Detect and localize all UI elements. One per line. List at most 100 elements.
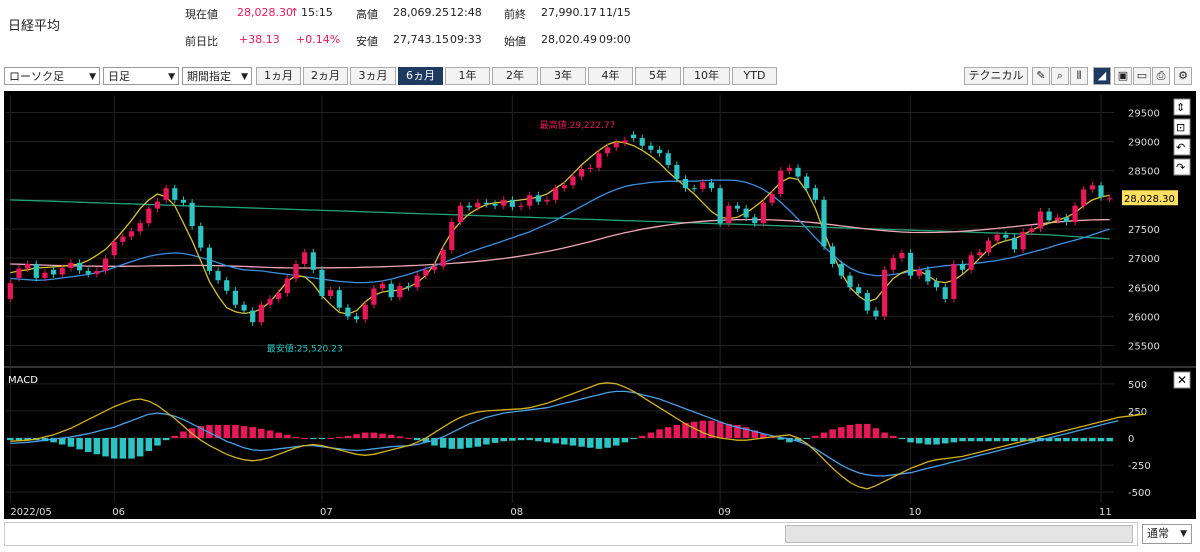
panel-button-glyph: ↷	[1176, 161, 1185, 174]
print-icon[interactable]: ⎙	[1152, 67, 1170, 85]
histogram-bar	[794, 438, 802, 442]
histogram-bar	[595, 438, 603, 449]
candle-body	[128, 231, 135, 237]
interval-select[interactable]: 日足 ▼	[103, 67, 179, 85]
candle-body	[830, 246, 836, 264]
histogram-bar	[647, 432, 655, 438]
bar-chart-icon[interactable]: ⫴	[1070, 67, 1088, 85]
technical-button[interactable]: テクニカル	[964, 67, 1028, 85]
histogram-bar	[197, 426, 205, 438]
zoom-icon[interactable]: ⌕	[1051, 67, 1069, 85]
range-scrollbar[interactable]	[4, 522, 1138, 546]
histogram-bar	[829, 429, 836, 438]
chart-type-select[interactable]: ローソク足 ▼	[4, 67, 100, 85]
period-select[interactable]: 期間指定 ▼	[182, 67, 252, 85]
histogram-bar	[1089, 438, 1096, 442]
range-button-1[interactable]: 2ヵ月	[303, 67, 348, 85]
range-button-3[interactable]: 6ヵ月	[398, 67, 443, 85]
price-tick-label: 25500	[1128, 342, 1160, 353]
mode-select[interactable]: 通常 ▼	[1142, 524, 1192, 544]
pen-icon[interactable]: ✎	[1032, 67, 1050, 85]
area-chart-icon[interactable]: ◢	[1093, 67, 1111, 85]
candle-body	[570, 176, 576, 186]
low-label: 安値	[356, 35, 378, 48]
folder-icon[interactable]: ▭	[1133, 67, 1151, 85]
histogram-bar	[448, 438, 456, 449]
range-button-6[interactable]: 3年	[540, 67, 586, 85]
low-time: 09:33	[450, 33, 482, 46]
undo-icon[interactable]: ↶	[1173, 138, 1191, 156]
open-label: 始値	[504, 35, 526, 48]
histogram-bar	[543, 438, 551, 443]
candle-body	[700, 182, 706, 189]
range-button-5[interactable]: 2年	[492, 67, 538, 85]
candle-body	[267, 298, 273, 305]
candle-body	[553, 188, 559, 200]
candle-body	[630, 134, 637, 139]
candle-body	[1089, 185, 1095, 190]
candle-body	[1011, 237, 1018, 250]
range-button-2[interactable]: 3ヵ月	[350, 67, 396, 85]
price-chart[interactable]: 2950029000285002800027500270002650026000…	[4, 91, 1196, 519]
histogram-bar	[907, 438, 914, 443]
candle-body	[68, 262, 74, 269]
x-tick-label: 09	[718, 507, 731, 518]
candle-body	[691, 188, 697, 190]
scroll-thumb[interactable]	[785, 525, 1133, 543]
range-button-4[interactable]: 1年	[445, 67, 490, 85]
range-button-7[interactable]: 4年	[588, 67, 633, 85]
histogram-bar	[327, 438, 334, 439]
histogram-bar	[621, 438, 629, 443]
histogram-bar	[431, 438, 438, 446]
change-label: 前日比	[185, 35, 218, 48]
histogram-bar	[249, 427, 256, 438]
candle-body	[527, 195, 533, 206]
histogram-bar	[223, 425, 230, 438]
candle-body	[319, 269, 325, 296]
histogram-bar	[240, 426, 248, 438]
histogram-bar	[535, 438, 542, 442]
histogram-bar	[145, 438, 153, 451]
histogram-bar	[786, 438, 793, 443]
settings-icon[interactable]: ⚙	[1174, 67, 1192, 85]
candle-body	[838, 263, 844, 276]
range-button-9[interactable]: 10年	[683, 67, 730, 85]
histogram-bar	[439, 438, 447, 448]
candle-body	[804, 176, 810, 189]
redo-icon[interactable]: ↷	[1173, 158, 1191, 176]
candle-body	[42, 272, 48, 278]
candle-body	[1072, 205, 1078, 223]
candle-body	[284, 278, 290, 294]
candle-body	[977, 252, 983, 256]
candle-body	[622, 140, 628, 143]
save-icon[interactable]: ▣	[1114, 67, 1132, 85]
period-value: 期間指定	[187, 70, 231, 83]
histogram-bar	[933, 438, 940, 445]
open-value: 28,020.49	[541, 33, 597, 46]
range-button-10[interactable]: YTD	[732, 67, 777, 85]
candle-body	[16, 268, 22, 278]
histogram-bar	[67, 438, 75, 447]
collapse-icon[interactable]: ⇕	[1173, 98, 1191, 116]
histogram-bar	[7, 438, 14, 441]
candle-body	[397, 286, 403, 298]
range-button-8[interactable]: 5年	[635, 67, 681, 85]
candle-body	[51, 269, 57, 275]
candle-body	[916, 269, 922, 276]
candle-body	[734, 205, 741, 209]
candle-body	[579, 168, 585, 177]
close-macd-icon[interactable]: ✕	[1173, 371, 1191, 389]
candle-body	[890, 258, 896, 270]
candle-body	[345, 307, 351, 317]
macd-tick-label: 250	[1128, 407, 1147, 418]
histogram-bar	[1019, 438, 1027, 442]
candle-body	[146, 208, 152, 224]
histogram-bar	[59, 438, 66, 445]
ma25-line	[10, 179, 1110, 284]
range-button-0[interactable]: 1ヵ月	[256, 67, 301, 85]
histogram-bar	[526, 438, 533, 441]
lock-icon[interactable]: ⊡	[1173, 118, 1191, 136]
high-label: 高値	[356, 8, 378, 21]
histogram-bar	[136, 438, 144, 457]
candle-body	[241, 304, 247, 311]
